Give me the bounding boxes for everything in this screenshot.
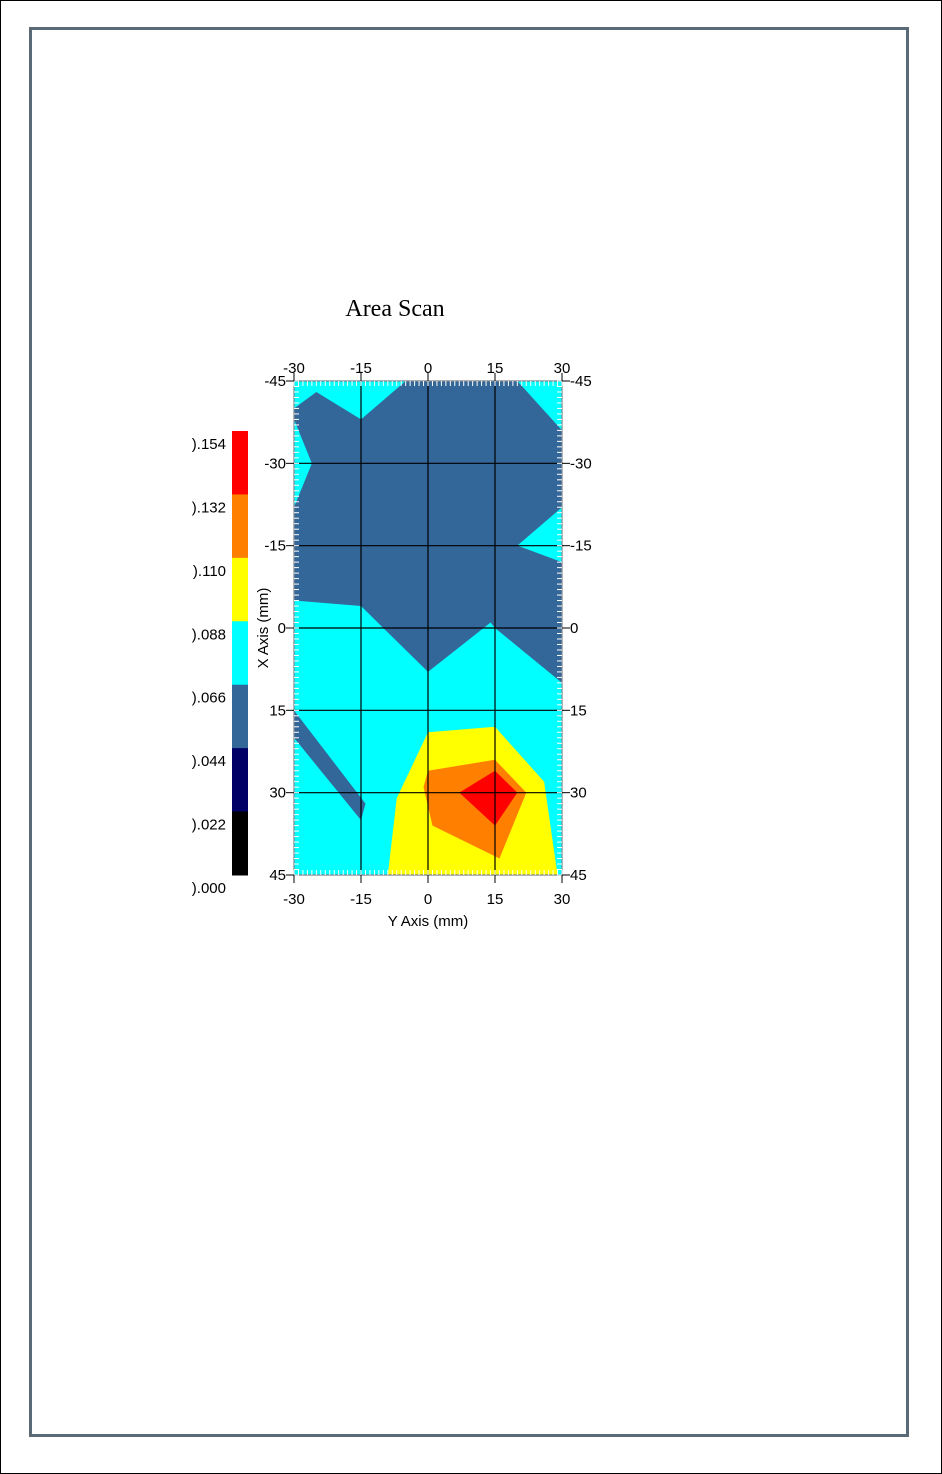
colorbar-band-2 bbox=[232, 557, 248, 622]
x-tick-label-bottom-0: -30 bbox=[283, 891, 305, 908]
y-tick-label-right-5: 30 bbox=[570, 785, 587, 802]
colorbar-label-2: ).110 bbox=[193, 563, 226, 580]
y-tick-label-left-0: -45 bbox=[264, 373, 286, 390]
y-tick-label-right-2: -15 bbox=[570, 538, 592, 555]
x-tick-label-top-1: -15 bbox=[350, 360, 372, 377]
y-tick-label-left-3: 0 bbox=[278, 620, 286, 637]
y-tick-label-left-2: -15 bbox=[264, 538, 286, 555]
colorbar-label-6: ).022 bbox=[192, 817, 226, 834]
colorbar-band-6 bbox=[232, 811, 248, 876]
colorbar-band-0 bbox=[232, 431, 248, 495]
contour-region-5 bbox=[459, 770, 518, 826]
x-tick-label-top-4: 30 bbox=[554, 360, 571, 377]
colorbar-band-1 bbox=[232, 494, 248, 559]
colorbar-band-4 bbox=[232, 684, 248, 749]
colorbar-label-3: ).088 bbox=[192, 626, 226, 643]
chart-title: Area Scan bbox=[345, 296, 445, 322]
colorbar-band-5 bbox=[232, 748, 248, 813]
y-tick-label-right-4: 15 bbox=[570, 702, 587, 719]
y-tick-label-left-4: 15 bbox=[269, 702, 286, 719]
colorbar-band-3 bbox=[232, 621, 248, 686]
colorbar-label-0: ).154 bbox=[192, 436, 226, 453]
y-tick-label-right-3: 0 bbox=[570, 620, 578, 637]
x-tick-label-top-3: 15 bbox=[487, 360, 504, 377]
x-tick-label-bottom-3: 15 bbox=[487, 891, 504, 908]
x-tick-label-top-2: 0 bbox=[424, 360, 432, 377]
x-tick-label-bottom-2: 0 bbox=[424, 891, 432, 908]
colorbar-label-5: ).044 bbox=[192, 753, 226, 770]
y-tick-label-left-5: 30 bbox=[269, 785, 286, 802]
x-axis-title: Y Axis (mm) bbox=[388, 913, 469, 930]
y-tick-label-left-1: -30 bbox=[264, 455, 286, 472]
x-tick-label-bottom-1: -15 bbox=[350, 891, 372, 908]
x-tick-label-top-0: -30 bbox=[283, 360, 305, 377]
y-tick-label-left-6: 45 bbox=[269, 867, 286, 884]
y-tick-label-right-0: -45 bbox=[570, 373, 592, 390]
page-frame bbox=[29, 27, 909, 1437]
y-tick-label-right-6: 45 bbox=[570, 867, 587, 884]
x-tick-label-bottom-4: 30 bbox=[554, 891, 571, 908]
y-tick-label-right-1: -30 bbox=[570, 455, 592, 472]
y-axis-title: X Axis (mm) bbox=[255, 588, 272, 669]
colorbar-label-4: ).066 bbox=[192, 690, 226, 707]
colorbar-label-7: ).000 bbox=[192, 880, 226, 897]
colorbar-label-1: ).132 bbox=[192, 499, 226, 516]
